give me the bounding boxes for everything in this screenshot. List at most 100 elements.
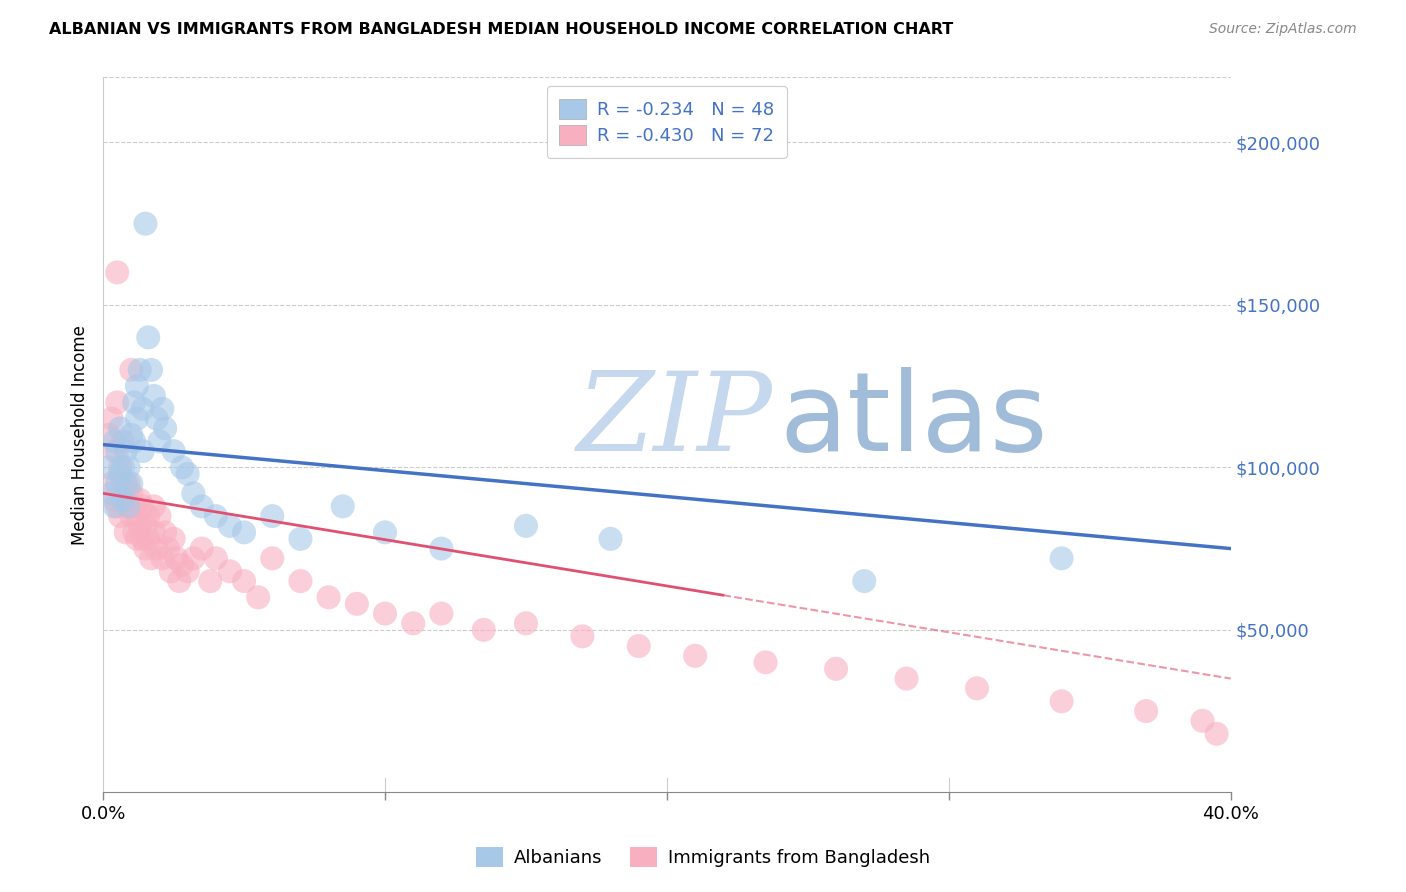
Text: Source: ZipAtlas.com: Source: ZipAtlas.com xyxy=(1209,22,1357,37)
Point xyxy=(627,639,650,653)
Point xyxy=(108,421,131,435)
Point xyxy=(111,476,134,491)
Point xyxy=(1191,714,1213,728)
Point xyxy=(139,363,162,377)
Point xyxy=(233,525,256,540)
Point xyxy=(150,551,173,566)
Point xyxy=(125,411,148,425)
Point xyxy=(159,565,181,579)
Point xyxy=(136,509,159,524)
Point xyxy=(472,623,495,637)
Point xyxy=(156,541,179,556)
Point xyxy=(125,532,148,546)
Y-axis label: Median Household Income: Median Household Income xyxy=(72,325,89,545)
Point xyxy=(125,509,148,524)
Point xyxy=(134,217,156,231)
Point xyxy=(1135,704,1157,718)
Point xyxy=(108,467,131,481)
Point xyxy=(131,500,153,514)
Point xyxy=(134,519,156,533)
Point xyxy=(145,541,167,556)
Point xyxy=(145,411,167,425)
Point xyxy=(97,428,120,442)
Point xyxy=(120,509,142,524)
Point xyxy=(148,509,170,524)
Point xyxy=(103,444,125,458)
Point xyxy=(131,444,153,458)
Point xyxy=(896,672,918,686)
Point xyxy=(122,525,145,540)
Point xyxy=(97,460,120,475)
Point xyxy=(247,591,270,605)
Point xyxy=(571,629,593,643)
Point xyxy=(599,532,621,546)
Point xyxy=(290,574,312,588)
Point xyxy=(176,565,198,579)
Point xyxy=(136,532,159,546)
Point xyxy=(515,616,537,631)
Point xyxy=(105,395,128,409)
Point xyxy=(170,460,193,475)
Point xyxy=(136,330,159,344)
Point xyxy=(825,662,848,676)
Point xyxy=(374,525,396,540)
Point xyxy=(128,492,150,507)
Point xyxy=(114,525,136,540)
Point xyxy=(139,551,162,566)
Point xyxy=(131,532,153,546)
Point xyxy=(683,648,706,663)
Point xyxy=(430,541,453,556)
Point xyxy=(117,460,139,475)
Point xyxy=(117,500,139,514)
Point xyxy=(153,421,176,435)
Point xyxy=(332,500,354,514)
Point xyxy=(167,574,190,588)
Point xyxy=(128,363,150,377)
Point xyxy=(515,519,537,533)
Point xyxy=(108,509,131,524)
Point xyxy=(114,444,136,458)
Point xyxy=(114,492,136,507)
Point xyxy=(176,467,198,481)
Point xyxy=(117,500,139,514)
Point xyxy=(162,532,184,546)
Point xyxy=(162,444,184,458)
Point xyxy=(148,434,170,449)
Point xyxy=(191,500,214,514)
Text: ZIP: ZIP xyxy=(576,367,772,475)
Point xyxy=(150,401,173,416)
Point xyxy=(105,444,128,458)
Point xyxy=(170,558,193,572)
Point xyxy=(165,551,187,566)
Point xyxy=(219,519,242,533)
Point xyxy=(183,486,205,500)
Point xyxy=(103,434,125,449)
Point xyxy=(1050,551,1073,566)
Point xyxy=(374,607,396,621)
Point xyxy=(153,525,176,540)
Point xyxy=(318,591,340,605)
Point xyxy=(125,379,148,393)
Point xyxy=(100,476,122,491)
Point xyxy=(142,389,165,403)
Point xyxy=(122,395,145,409)
Point xyxy=(131,401,153,416)
Point xyxy=(200,574,222,588)
Point xyxy=(122,434,145,449)
Point xyxy=(853,574,876,588)
Point xyxy=(142,500,165,514)
Legend: R = -0.234   N = 48, R = -0.430   N = 72: R = -0.234 N = 48, R = -0.430 N = 72 xyxy=(547,87,787,158)
Point xyxy=(111,460,134,475)
Legend: Albanians, Immigrants from Bangladesh: Albanians, Immigrants from Bangladesh xyxy=(470,839,936,874)
Point xyxy=(120,363,142,377)
Point xyxy=(105,476,128,491)
Point xyxy=(120,428,142,442)
Point xyxy=(191,541,214,556)
Point xyxy=(219,565,242,579)
Point xyxy=(134,541,156,556)
Point xyxy=(205,551,228,566)
Point xyxy=(128,519,150,533)
Point xyxy=(205,509,228,524)
Point xyxy=(402,616,425,631)
Point xyxy=(120,476,142,491)
